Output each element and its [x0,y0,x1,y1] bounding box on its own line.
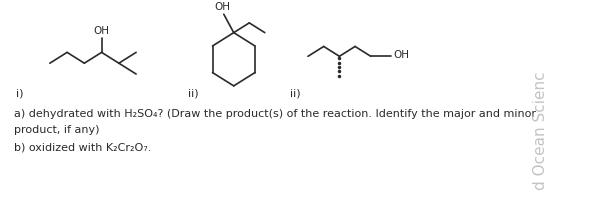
Text: a) dehydrated with H₂SO₄? (Draw the product(s) of the reaction. Identify the maj: a) dehydrated with H₂SO₄? (Draw the prod… [14,109,535,119]
Text: product, if any): product, if any) [14,125,99,135]
Text: OH: OH [394,50,410,60]
Text: ii): ii) [188,89,199,99]
Text: OH: OH [93,26,110,36]
Text: i): i) [17,89,24,99]
Text: b) oxidized with K₂Cr₂O₇.: b) oxidized with K₂Cr₂O₇. [14,142,151,152]
Text: ii): ii) [290,89,300,99]
Text: OH: OH [215,2,231,12]
Text: d Ocean Scienc: d Ocean Scienc [534,71,548,190]
